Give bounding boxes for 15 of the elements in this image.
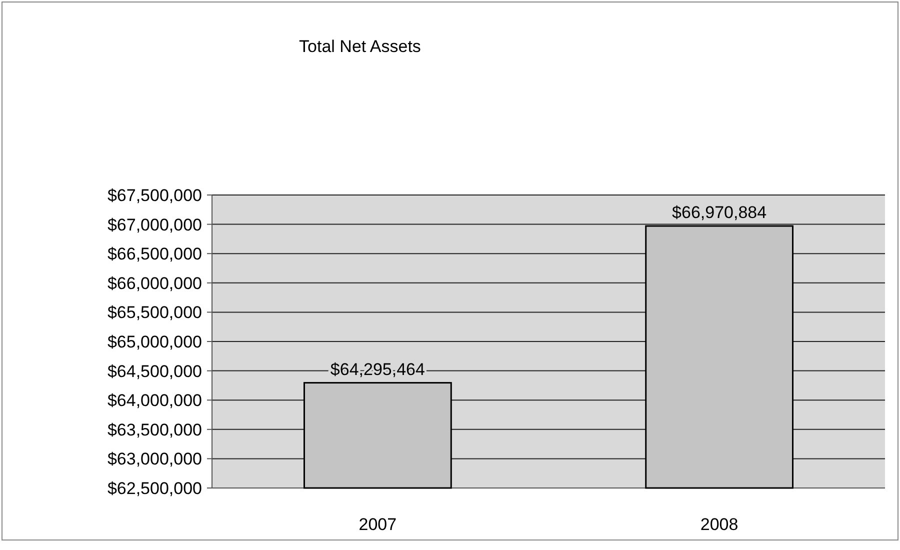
y-tick-label: $67,500,000 (107, 186, 202, 205)
y-tick-label: $65,000,000 (107, 332, 202, 352)
y-tick-label: $64,000,000 (107, 391, 202, 410)
y-tick-label: $64,500,000 (107, 362, 202, 381)
y-tick-label: $66,500,000 (107, 244, 202, 264)
chart-title: Total Net Assets (299, 37, 421, 56)
y-tick-label: $62,500,000 (107, 478, 202, 498)
y-tick-label: $63,500,000 (107, 420, 202, 440)
x-tick-label: 2007 (358, 515, 397, 534)
x-tick-label: 2008 (700, 515, 738, 534)
data-label: $66,970,884 (672, 203, 767, 222)
y-tick-label: $63,000,000 (107, 450, 202, 469)
y-tick-label: $67,000,000 (107, 215, 202, 234)
y-tick-label: $66,000,000 (107, 274, 202, 293)
y-tick-label: $65,500,000 (107, 303, 202, 322)
